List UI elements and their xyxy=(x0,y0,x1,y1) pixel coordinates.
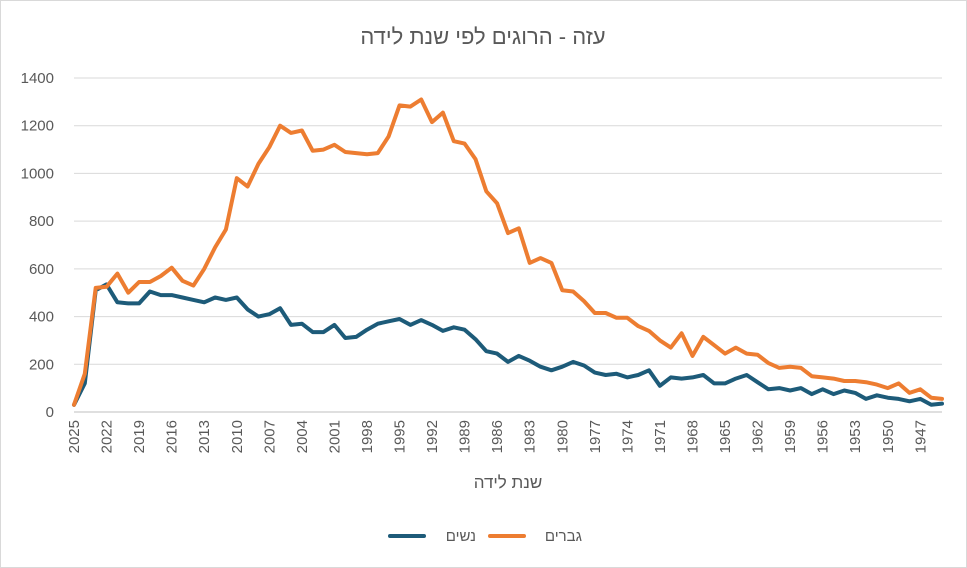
legend: נשים גברים xyxy=(388,528,582,545)
x-axis-title: שנת לידה xyxy=(474,473,543,492)
series-lines xyxy=(72,97,944,407)
y-tick-label: 0 xyxy=(46,404,54,421)
legend-label-men: גברים xyxy=(545,528,582,545)
x-tick-label: 2007 xyxy=(261,420,278,453)
series-line-men xyxy=(72,97,944,407)
x-tick-label: 1992 xyxy=(424,420,441,453)
x-tick-label: 1995 xyxy=(392,420,409,453)
x-tick-label: 2010 xyxy=(229,420,246,453)
x-tick-label: 2013 xyxy=(196,420,213,453)
y-axis-tick-labels: 0 200 400 600 800 1000 1200 1400 xyxy=(21,70,54,421)
x-tick-label: 1977 xyxy=(587,420,604,453)
x-tick-label: 1965 xyxy=(717,420,734,453)
x-tick-label: 2022 xyxy=(99,420,116,453)
x-tick-label: 1971 xyxy=(652,420,669,453)
gridlines xyxy=(74,77,942,365)
x-tick-label: 1947 xyxy=(912,420,929,453)
x-tick-label: 1950 xyxy=(880,420,897,453)
y-tick-label: 800 xyxy=(29,213,54,230)
y-tick-label: 400 xyxy=(29,309,54,326)
x-tick-label: 1983 xyxy=(522,420,539,453)
y-tick-label: 1400 xyxy=(21,70,54,87)
y-tick-label: 200 xyxy=(29,356,54,373)
x-tick-label: 1956 xyxy=(815,420,832,453)
x-tick-label: 1959 xyxy=(782,420,799,453)
x-tick-label: 2004 xyxy=(294,420,311,453)
x-tick-label: 1962 xyxy=(750,420,767,453)
x-tick-label: 2025 xyxy=(66,420,83,453)
x-tick-label: 1989 xyxy=(457,420,474,453)
x-axis-tick-labels: 2025 2022 2019 2016 2013 2010 2007 2004 2001 1998… xyxy=(66,420,929,453)
x-tick-label: 2001 xyxy=(326,420,343,453)
chart-title: עזה - הרוגים לפי שנת לידה xyxy=(360,24,605,49)
x-tick-label: 1986 xyxy=(489,420,506,453)
series-line-women xyxy=(72,282,944,407)
x-tick-label: 1968 xyxy=(684,420,701,453)
x-tick-label: 1998 xyxy=(359,420,376,453)
legend-label-women: נשים xyxy=(446,528,476,545)
y-tick-label: 1200 xyxy=(21,118,54,135)
x-tick-label: 1953 xyxy=(847,420,864,453)
y-tick-label: 600 xyxy=(29,261,54,278)
y-tick-label: 1000 xyxy=(21,165,54,182)
x-tick-label: 1974 xyxy=(619,420,636,453)
x-tick-label: 2019 xyxy=(131,420,148,453)
x-tick-label: 2016 xyxy=(164,420,181,453)
x-tick-label: 1980 xyxy=(554,420,571,453)
